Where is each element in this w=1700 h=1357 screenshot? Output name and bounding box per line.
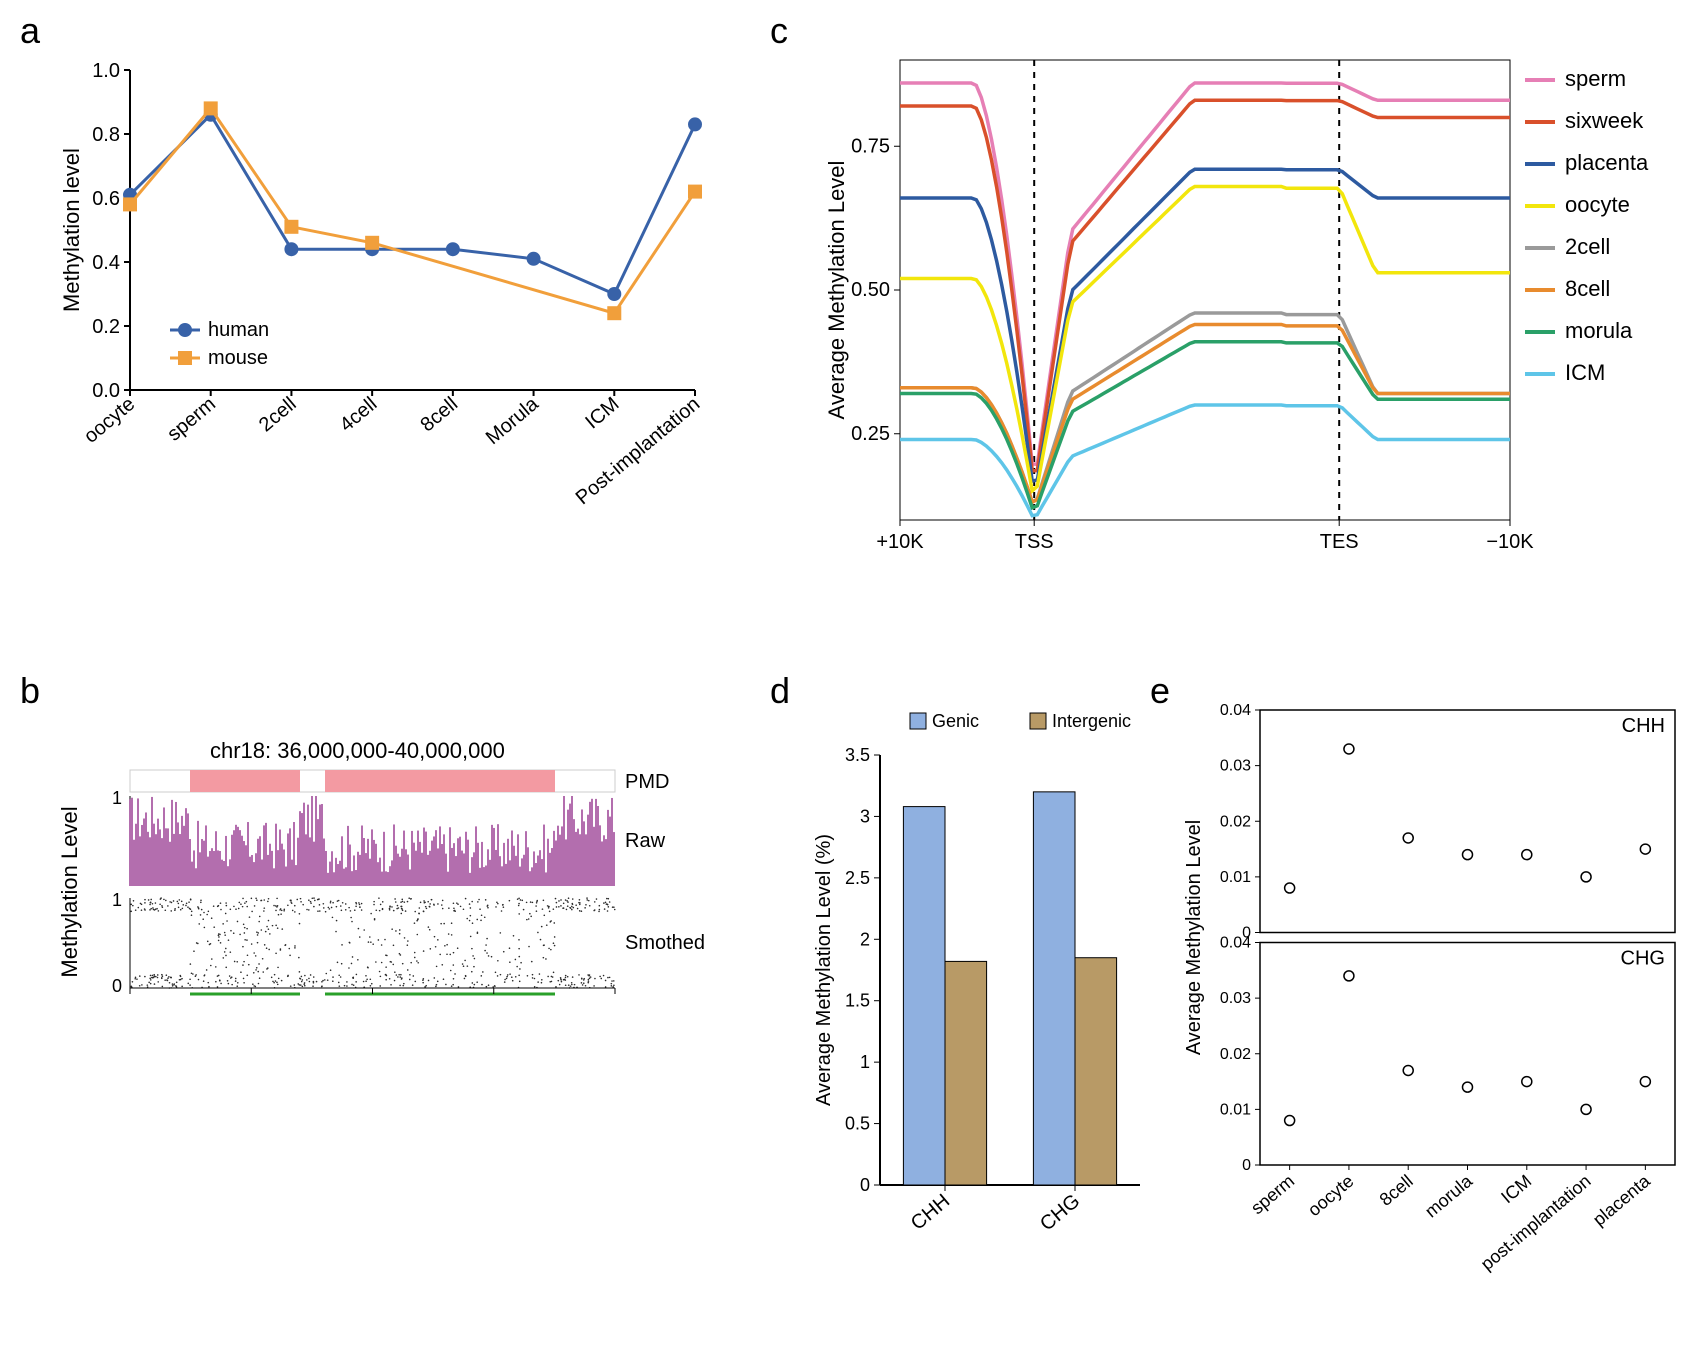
svg-text:sperm: sperm (1247, 1171, 1298, 1218)
svg-text:oocyte: oocyte (1565, 192, 1630, 217)
svg-text:post-implantation: post-implantation (1477, 1171, 1595, 1274)
svg-text:Average Methylation Level: Average Methylation Level (1183, 820, 1205, 1055)
svg-text:placenta: placenta (1589, 1170, 1655, 1230)
svg-text:2cell: 2cell (255, 393, 301, 436)
svg-text:0.01: 0.01 (1220, 869, 1251, 886)
svg-text:0.50: 0.50 (851, 279, 890, 301)
svg-text:sperm: sperm (163, 393, 220, 446)
svg-text:Methylation Level: Methylation Level (57, 806, 82, 977)
svg-text:0.04: 0.04 (1220, 935, 1251, 952)
svg-text:Average Methylation Level: Average Methylation Level (824, 161, 849, 420)
panel-c-chart: 0.25 0.50 0.75 +10K TSS TES −10K Average Methyl… (820, 30, 1680, 590)
svg-text:Smothed: Smothed (625, 932, 705, 954)
svg-text:TSS: TSS (1015, 531, 1054, 553)
svg-text:2.5: 2.5 (845, 868, 870, 888)
svg-text:8cell: 8cell (1376, 1171, 1417, 1210)
svg-text:3.5: 3.5 (845, 745, 870, 765)
svg-text:TES: TES (1320, 531, 1359, 553)
svg-text:0.25: 0.25 (851, 423, 890, 445)
panel-b-label: b (20, 670, 40, 712)
panel-d-chart: 0 0.5 1 1.5 2 2.5 3 3.5 CHH CHG Average Methylatio… (810, 695, 1150, 1295)
svg-text:2cell: 2cell (1565, 234, 1610, 259)
svg-text:0.03: 0.03 (1220, 990, 1251, 1007)
svg-text:ICM: ICM (1565, 360, 1605, 385)
svg-text:human: human (208, 319, 269, 341)
svg-text:0.01: 0.01 (1220, 1101, 1251, 1118)
svg-text:0.02: 0.02 (1220, 813, 1251, 830)
svg-text:morula: morula (1565, 318, 1633, 343)
panel-e-chart: 00.010.020.030.04CHH00.010.020.030.04CHG… (1180, 695, 1690, 1335)
svg-text:1: 1 (860, 1052, 870, 1072)
svg-text:0: 0 (112, 976, 122, 996)
svg-text:0.2: 0.2 (92, 316, 120, 338)
panel-d-label: d (770, 670, 790, 712)
svg-text:placenta: placenta (1565, 150, 1649, 175)
svg-text:1: 1 (112, 890, 122, 910)
svg-text:chr18: 36,000,000-40,000,000: chr18: 36,000,000-40,000,000 (210, 738, 505, 763)
svg-text:0: 0 (1242, 1157, 1251, 1174)
svg-text:0.75: 0.75 (851, 135, 890, 157)
svg-text:8cell: 8cell (416, 393, 462, 436)
svg-text:morula: morula (1421, 1170, 1477, 1221)
svg-text:+10K: +10K (876, 531, 924, 553)
svg-text:3: 3 (860, 806, 870, 826)
panel-a-label: a (20, 10, 40, 52)
panel-b-chart: chr18: 36,000,000-40,000,000 PMD 1 Raw 1 0 Smo… (55, 720, 715, 1050)
svg-text:0.03: 0.03 (1220, 758, 1251, 775)
svg-text:0.6: 0.6 (92, 188, 120, 210)
svg-text:Intergenic: Intergenic (1052, 711, 1131, 731)
svg-text:0: 0 (860, 1175, 870, 1195)
svg-text:Raw: Raw (625, 830, 666, 852)
svg-text:Methylation level: Methylation level (59, 148, 84, 312)
svg-text:1.0: 1.0 (92, 60, 120, 82)
svg-text:8cell: 8cell (1565, 276, 1610, 301)
svg-text:ICM: ICM (581, 393, 623, 433)
svg-text:2: 2 (860, 929, 870, 949)
svg-text:0.04: 0.04 (1220, 702, 1251, 719)
svg-text:sixweek: sixweek (1565, 108, 1644, 133)
svg-text:sperm: sperm (1565, 66, 1626, 91)
svg-text:CHH: CHH (907, 1190, 954, 1235)
svg-text:−10K: −10K (1486, 531, 1534, 553)
svg-text:CHH: CHH (1622, 715, 1665, 737)
svg-text:oocyte: oocyte (1304, 1171, 1357, 1220)
svg-text:0.02: 0.02 (1220, 1046, 1251, 1063)
svg-text:ICM: ICM (1497, 1171, 1535, 1208)
svg-text:Average Methylation Level (%): Average Methylation Level (%) (813, 834, 835, 1106)
svg-text:CHG: CHG (1621, 948, 1665, 970)
svg-text:Genic: Genic (932, 711, 979, 731)
svg-text:0.4: 0.4 (92, 252, 120, 274)
svg-text:CHG: CHG (1036, 1190, 1084, 1235)
svg-text:0.0: 0.0 (92, 380, 120, 402)
svg-text:PMD: PMD (625, 771, 669, 793)
svg-text:1.5: 1.5 (845, 991, 870, 1011)
svg-text:0.5: 0.5 (845, 1114, 870, 1134)
svg-text:Morula: Morula (482, 392, 544, 449)
panel-e-label: e (1150, 670, 1170, 712)
svg-text:4cell: 4cell (336, 393, 382, 436)
panel-c-label: c (770, 10, 788, 52)
svg-text:1: 1 (112, 788, 122, 808)
panel-a-chart: 0.00.20.40.60.81.0oocytesperm2cell4cell8… (55, 50, 715, 570)
svg-text:0.8: 0.8 (92, 124, 120, 146)
svg-text:mouse: mouse (208, 347, 268, 369)
